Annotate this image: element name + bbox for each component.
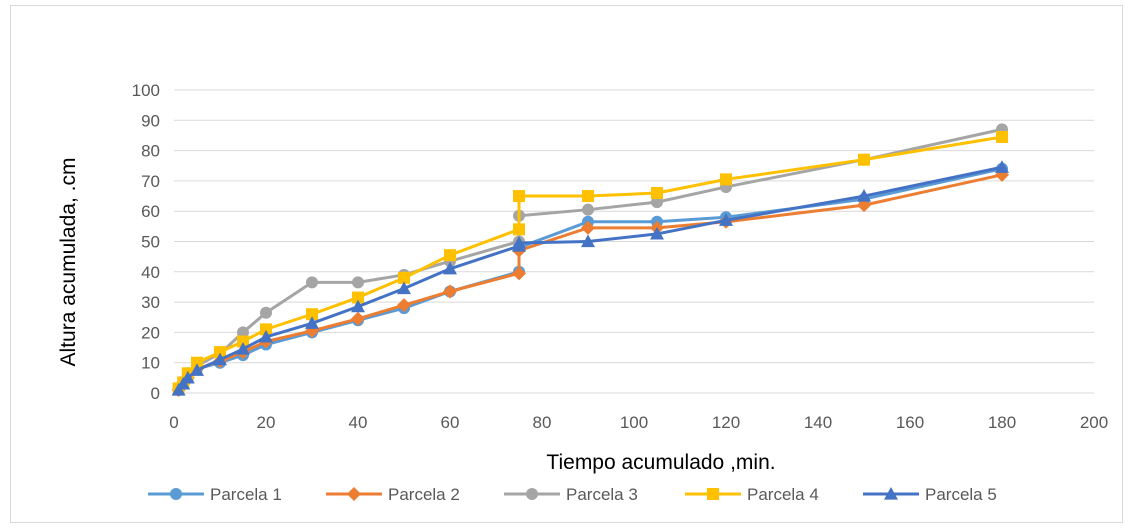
data-point	[513, 223, 525, 236]
legend-label: Parcela 2	[388, 485, 460, 504]
data-point	[996, 130, 1008, 143]
y-tick-label: 20	[141, 323, 160, 342]
data-point	[305, 316, 319, 329]
data-point	[191, 356, 203, 369]
x-tick-label: 80	[533, 413, 552, 432]
x-tick-label: 0	[169, 413, 178, 432]
data-point	[719, 213, 733, 226]
data-point	[214, 346, 226, 359]
legend-label: Parcela 4	[747, 485, 819, 504]
data-point	[581, 234, 595, 248]
legend: Parcela 1 Parcela 2 Parcela 3 Parcela 4 Parc…	[148, 485, 997, 504]
data-point	[857, 189, 871, 202]
data-point	[651, 196, 663, 209]
data-point	[260, 306, 272, 319]
data-point	[512, 236, 526, 249]
y-tick-label: 80	[141, 142, 160, 161]
legend-marker	[526, 488, 538, 500]
data-point	[213, 352, 227, 366]
data-point	[237, 326, 249, 339]
data-point	[513, 190, 525, 203]
data-point	[995, 160, 1009, 173]
legend-label: Parcela 5	[925, 485, 997, 504]
legend-label: Parcela 3	[566, 485, 638, 504]
series-line	[177, 135, 1003, 390]
series-group	[171, 123, 1009, 397]
legend-item: Parcela 2	[326, 485, 460, 504]
data-point	[650, 226, 664, 240]
x-tick-label: 60	[441, 413, 460, 432]
legend-marker	[707, 488, 719, 500]
x-tick-label: 100	[620, 413, 648, 432]
series-5	[171, 160, 1009, 396]
y-axis-title: Altura acumulada, .cm	[57, 158, 80, 367]
data-point	[397, 298, 411, 313]
legend-item: Parcela 5	[863, 485, 997, 504]
y-tick-label: 10	[141, 354, 160, 373]
x-tick-label: 160	[896, 413, 924, 432]
y-tick-label: 50	[141, 233, 160, 252]
legend-marker	[347, 487, 361, 501]
data-point	[651, 187, 663, 200]
y-tick-label: 100	[132, 81, 160, 100]
data-point	[351, 311, 365, 326]
data-point	[443, 284, 457, 299]
legend-item: Parcela 3	[504, 485, 638, 504]
data-point	[582, 203, 594, 216]
y-tick-label: 90	[141, 111, 160, 130]
legend-marker	[884, 487, 898, 500]
y-tick-label: 60	[141, 202, 160, 221]
chart-frame	[10, 5, 1123, 523]
x-axis-title: Tiempo acumulado ,min.	[546, 451, 775, 474]
x-tick-label: 200	[1080, 413, 1108, 432]
data-point	[398, 271, 410, 284]
data-point	[259, 329, 273, 343]
y-tick-label: 40	[141, 263, 160, 282]
data-point	[260, 323, 272, 336]
y-tick-label: 0	[151, 384, 160, 403]
data-point	[237, 335, 249, 348]
legend-item: Parcela 1	[148, 485, 282, 504]
data-point	[397, 281, 411, 295]
y-tick-labels: 0 10 20 30 40 50 60 70 80 90 100	[132, 81, 160, 403]
x-tick-labels: 0 20 40 60 80 100 120 140 160 180 200	[169, 413, 1108, 432]
y-tick-label: 70	[141, 172, 160, 191]
data-point	[443, 261, 457, 275]
data-point	[352, 276, 364, 289]
data-point	[720, 173, 732, 186]
data-point	[190, 363, 204, 376]
data-point	[306, 276, 318, 289]
legend-marker	[170, 488, 182, 500]
y-tick-label: 30	[141, 293, 160, 312]
x-tick-label: 180	[988, 413, 1016, 432]
data-point	[352, 291, 364, 304]
x-tick-label: 120	[712, 413, 740, 432]
legend-label: Parcela 1	[210, 485, 282, 504]
x-tick-label: 140	[804, 413, 832, 432]
series-3	[172, 123, 1008, 395]
data-point	[306, 308, 318, 321]
x-tick-label: 20	[257, 413, 276, 432]
data-point	[180, 370, 195, 384]
data-point	[582, 190, 594, 203]
data-point	[236, 342, 250, 355]
gridlines	[174, 89, 1094, 394]
data-point	[512, 266, 526, 281]
data-point	[581, 220, 595, 235]
series-4	[172, 130, 1008, 395]
data-point	[351, 299, 365, 313]
legend-item: Parcela 4	[685, 485, 819, 504]
data-point	[444, 249, 456, 262]
data-point	[858, 153, 870, 166]
series-line	[177, 127, 1003, 390]
x-tick-label: 40	[349, 413, 368, 432]
